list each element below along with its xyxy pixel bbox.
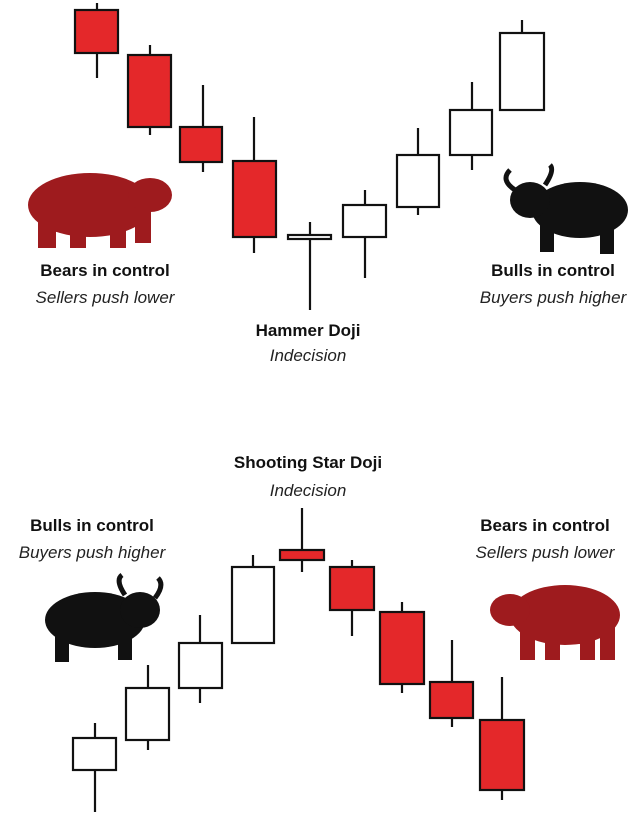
label-subtitle: Sellers push lower [36, 288, 176, 307]
label-title: Bulls in control [491, 261, 615, 280]
bear-icon [490, 585, 620, 660]
label-title: Bears in control [480, 516, 609, 535]
bear-icon [28, 173, 172, 248]
label-title: Hammer Doji [256, 321, 361, 340]
label-title: Bulls in control [30, 516, 154, 535]
label-subtitle: Buyers push higher [19, 543, 167, 562]
bottom-candles [71, 508, 526, 812]
label-subtitle: Indecision [270, 346, 347, 365]
label-title: Bears in control [40, 261, 169, 280]
label-title: Shooting Star Doji [234, 453, 382, 472]
label-subtitle: Sellers push lower [476, 543, 616, 562]
label-subtitle: Indecision [270, 481, 347, 500]
bull-icon [503, 163, 628, 254]
bull-icon [45, 572, 164, 662]
label-subtitle: Buyers push higher [480, 288, 628, 307]
top-candles [73, 3, 546, 310]
